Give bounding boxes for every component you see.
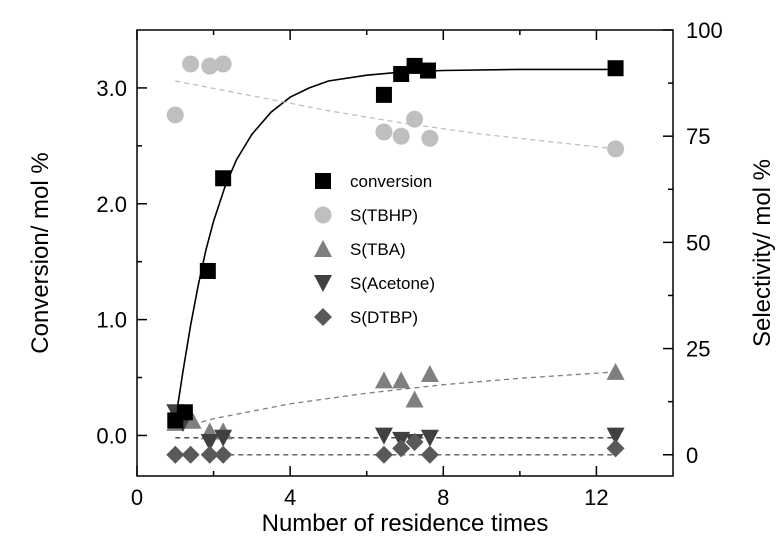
y-axis-right-title: Selectivity/ mol % [749,159,776,347]
legend-label: S(Acetone) [350,274,435,293]
data-point-circle [214,55,232,73]
y-left-tick-label: 3.0 [96,76,127,101]
data-point-square [375,86,392,103]
fit-line [175,80,616,150]
data-point-triangle-up [405,390,424,408]
data-point-diamond [374,445,393,464]
data-point-circle [406,110,424,128]
data-point-triangle-up [392,371,411,389]
data-points [166,55,625,464]
data-point-square [607,60,624,77]
data-point-triangle-down [420,429,439,447]
y-axis-left-title: Conversion/ mol % [27,152,54,353]
x-tick-label: 8 [437,485,449,510]
data-point-diamond [420,445,439,464]
legend-marker-circle [314,206,332,224]
y-left-tick-label: 2.0 [96,192,127,217]
data-point-triangle-up [606,362,625,380]
legend: conversion S(TBHP) S(TBA) S(Acetone) S(DTBP) [314,172,435,327]
legend-marker-triangle-up [314,240,332,257]
data-point-square [419,62,436,79]
data-point-diamond [200,445,219,464]
legend-label: S(TBHP) [350,206,418,225]
tick-labels: 0 4 8 12 0.0 1.0 2.0 3.0 0 25 50 75 100 [96,18,722,510]
data-point-square [406,57,423,74]
y-left-tick-label: 0.0 [96,423,127,448]
y-right-tick-label: 100 [686,18,723,43]
data-point-circle [607,140,625,158]
data-point-diamond [392,439,411,458]
fit-line [175,371,616,430]
y-left-tick-label: 1.0 [96,308,127,333]
data-point-circle [201,57,219,75]
data-point-circle [392,127,410,145]
legend-label: conversion [350,172,432,191]
y-right-tick-label: 75 [686,124,710,149]
data-point-square [215,170,232,187]
legend-marker-triangle-down [314,275,332,292]
data-point-circle [375,123,393,141]
data-point-diamond [606,439,625,458]
tick-marks [136,29,673,476]
data-point-circle [182,55,200,73]
data-point-diamond [405,433,424,452]
fit-lines [174,68,616,456]
data-point-circle [166,106,184,124]
data-point-triangle-down [214,429,233,447]
y-right-tick-label: 50 [686,230,710,255]
data-point-circle [421,129,439,147]
data-point-triangle-down [200,434,219,452]
x-tick-label: 12 [584,485,608,510]
legend-marker-diamond [314,308,332,326]
legend-label: S(DTBP) [350,308,418,327]
data-point-diamond [166,445,185,464]
legend-label: S(TBA) [350,240,406,259]
data-point-triangle-down [374,427,393,445]
data-point-diamond [214,445,233,464]
x-tick-label: 4 [284,485,296,510]
x-axis-title: Number of residence times [262,510,549,537]
data-point-diamond [181,445,200,464]
y-right-tick-label: 25 [686,337,710,362]
x-tick-label: 0 [131,485,143,510]
data-point-triangle-down [606,427,625,445]
legend-marker-square [315,173,331,189]
data-point-square [176,404,193,421]
plot-frame [136,29,674,477]
data-point-triangle-up [420,365,439,383]
y-right-tick-label: 0 [686,443,698,468]
data-point-triangle-up [374,371,393,389]
data-point-square [393,66,410,83]
data-point-square [199,262,216,279]
